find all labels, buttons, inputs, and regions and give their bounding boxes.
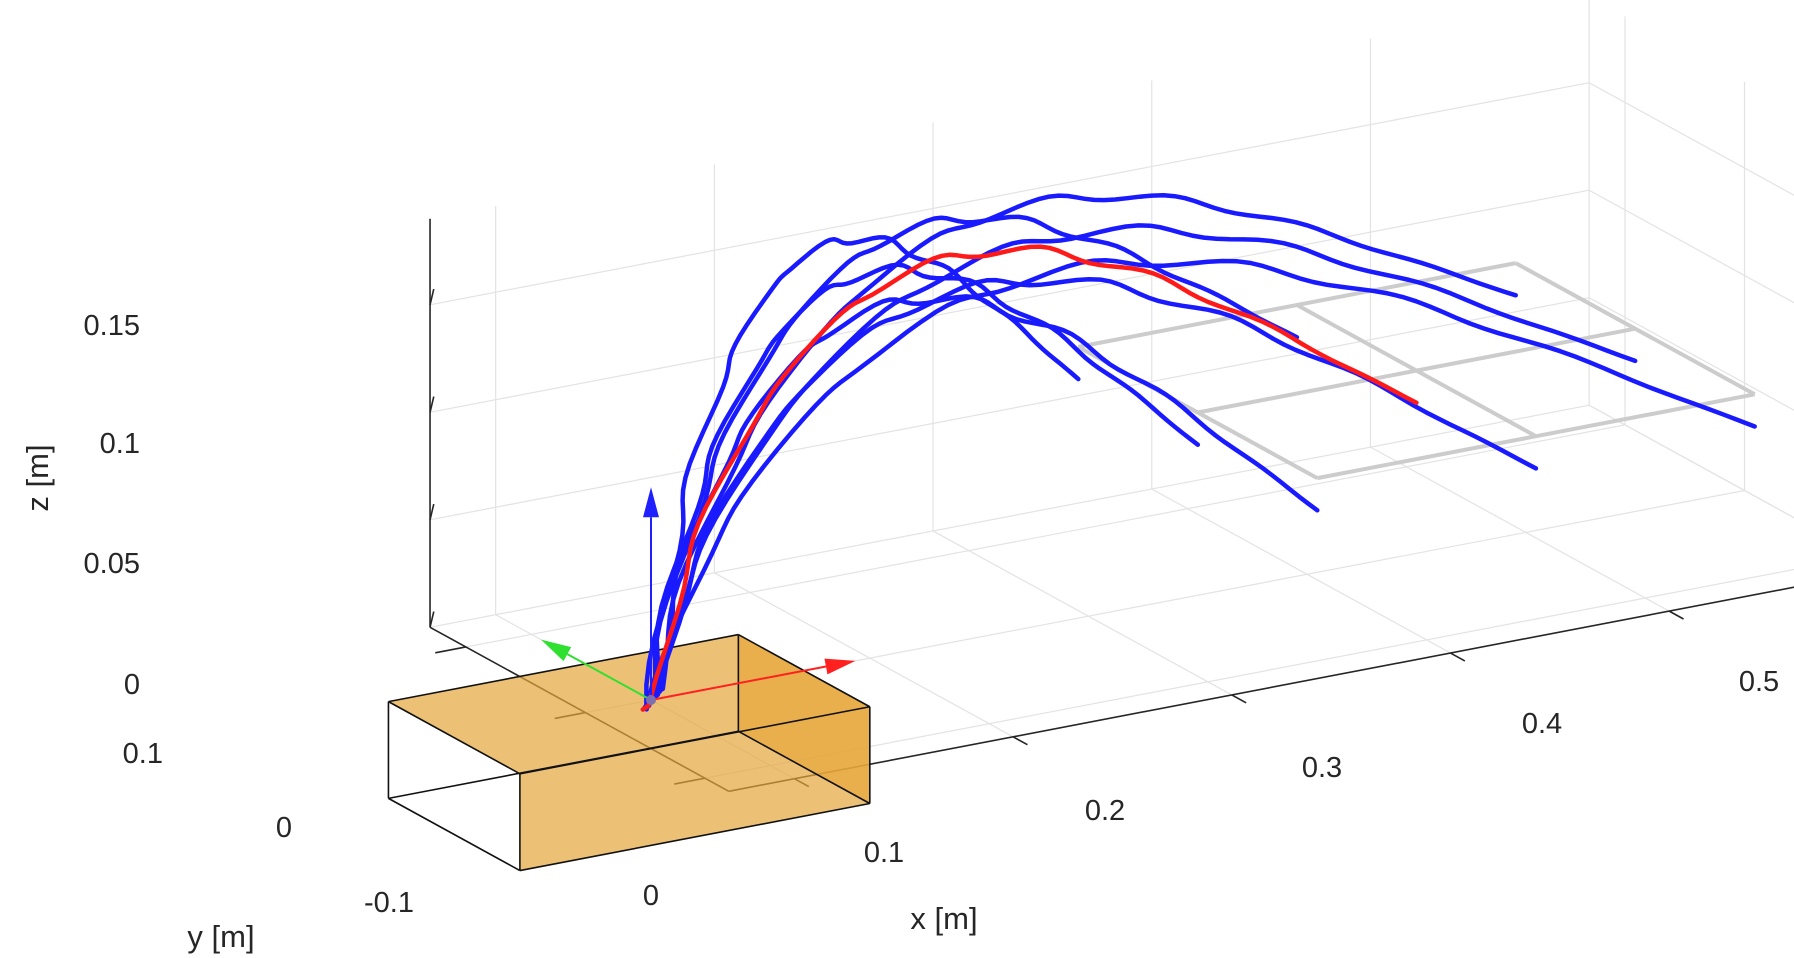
grid-line xyxy=(429,82,1590,306)
goal-grid-line xyxy=(1197,326,1636,415)
x-tick-label: 0.1 xyxy=(864,837,904,869)
z-tick-label: 0.15 xyxy=(84,310,140,342)
y-tick-labels: -0.1 0 0.1 xyxy=(123,738,414,919)
trajectory-line-highlight xyxy=(640,244,1419,712)
z-tick xyxy=(429,396,435,413)
grid-line xyxy=(1588,404,1794,519)
y-axis xyxy=(566,653,652,701)
start-point xyxy=(646,695,656,705)
grid-line xyxy=(429,404,1590,628)
y-tick-label: 0 xyxy=(276,812,292,844)
y-axis-label: y [m] xyxy=(187,919,254,954)
box-edge xyxy=(388,797,521,872)
box-face-top xyxy=(388,634,870,774)
z-axis-label: z [m] xyxy=(20,444,55,511)
x-tick xyxy=(1668,610,1684,620)
object-box xyxy=(387,633,871,872)
grid-line xyxy=(932,530,1233,696)
box-edge xyxy=(519,802,870,872)
x-axis-line xyxy=(728,586,1794,793)
x-tick-labels: 0 0.1 0.2 0.3 0.4 0.5 xyxy=(643,666,1779,912)
y-tick-label: 0.1 xyxy=(123,738,163,770)
z-tick-labels: 0 0.05 0.1 0.15 xyxy=(84,310,140,701)
grid-line xyxy=(429,189,1590,413)
z-tick xyxy=(429,503,435,520)
x-axis-label: x [m] xyxy=(910,901,977,936)
x-tick-label: 0 xyxy=(643,880,659,912)
box-edge xyxy=(737,730,871,805)
grid-line xyxy=(714,572,1014,738)
trajectory-line xyxy=(643,223,1638,709)
grid-line xyxy=(1151,488,1451,654)
box-edge xyxy=(388,730,739,800)
z-tick-label: 0.05 xyxy=(84,548,140,580)
grid-line xyxy=(465,424,1626,648)
trajectory-line xyxy=(652,214,1300,698)
grid-line xyxy=(429,297,1590,521)
trajectory-line xyxy=(644,235,1081,709)
trajectory-line xyxy=(654,262,1201,694)
z-tick-label: 0 xyxy=(124,669,140,701)
z-tick xyxy=(429,288,435,305)
x-tick xyxy=(1231,694,1247,704)
box-edge xyxy=(388,633,739,703)
y-tick-label: -0.1 xyxy=(364,887,414,919)
x-axis xyxy=(650,665,827,701)
box-edge xyxy=(388,700,521,775)
frame-axes xyxy=(541,487,856,705)
trajectory-line xyxy=(642,257,1757,712)
x-tick xyxy=(1450,652,1466,662)
trajectory-line xyxy=(648,294,1320,703)
grid-line xyxy=(1588,82,1794,196)
grid-line xyxy=(1370,446,1670,612)
trajectories xyxy=(640,193,1757,712)
goal-grid-line xyxy=(1077,261,1517,349)
z-tick-label: 0.1 xyxy=(100,428,140,460)
grid-line xyxy=(1588,189,1794,304)
x-axis-arrowhead xyxy=(824,658,856,675)
x-tick-label: 0.2 xyxy=(1085,795,1125,827)
grid-line xyxy=(704,568,1794,779)
goal-grid-line xyxy=(1316,392,1756,481)
x-tick-label: 0.4 xyxy=(1522,708,1562,740)
goal-grid xyxy=(1077,261,1756,481)
x-tick xyxy=(1012,736,1028,746)
grid-line xyxy=(1588,297,1794,411)
grid-line xyxy=(1588,404,1794,519)
y-axis-arrowhead xyxy=(541,639,572,662)
trajectory-line xyxy=(656,193,1518,694)
x-tick-label: 0.3 xyxy=(1302,752,1342,784)
z-tick xyxy=(429,611,435,628)
x-tick-label: 0.5 xyxy=(1739,666,1779,698)
z-axis-arrowhead xyxy=(643,487,659,518)
y-tick xyxy=(435,646,467,654)
